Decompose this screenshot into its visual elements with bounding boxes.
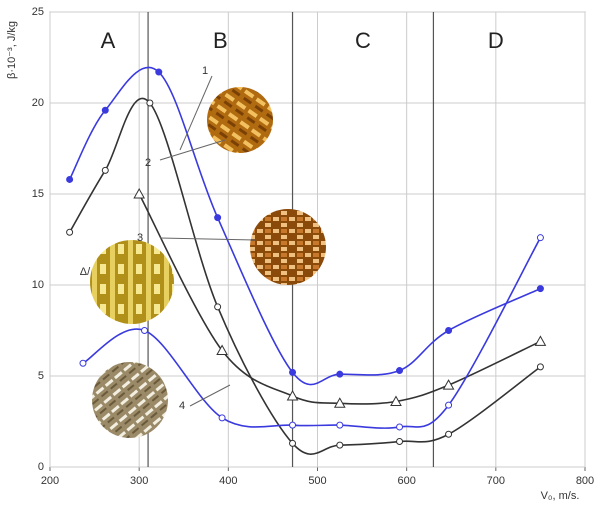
fabric-image [207,87,273,153]
data-point [289,368,297,376]
x-tick-label: 700 [487,475,505,487]
data-point [101,166,109,174]
curve-label: 2 [145,157,151,169]
data-point [214,214,222,222]
fabric-images [90,87,326,438]
x-tick-label: 200 [41,475,59,487]
data-point [101,106,109,114]
data-point [286,389,299,401]
y-tick-label: 15 [32,188,44,200]
fabric-image [250,209,326,285]
data-point [442,379,455,390]
leader-line [159,139,226,161]
y-tick-label: 20 [32,97,44,109]
data-point [536,285,544,293]
data-point [536,234,544,242]
curve-label: 4 [179,400,185,412]
data-point [445,327,453,334]
y-tick-label: 25 [32,6,44,18]
data-point [336,370,344,378]
data-point [445,401,453,409]
fabric-image [92,362,168,438]
region-label: A [101,28,116,53]
x-axis-label: V₀, m/s. [541,490,580,502]
data-point [79,359,87,367]
series-line [68,66,541,386]
leader-line [179,75,213,151]
region-label: D [488,28,504,53]
y-tick-label: 0 [38,461,44,473]
data-point [66,175,74,183]
data-point [66,228,74,236]
region-label: C [355,28,371,53]
annotations: 1 2 3 4 Δ/ [80,65,256,412]
x-tick-label: 400 [219,475,237,487]
curve-label: 3 [137,232,143,244]
data-point [396,367,404,375]
data-point [396,438,404,446]
data-point [336,441,344,449]
curve-label: 1 [202,65,208,77]
data-point [396,423,404,431]
data-point [146,99,154,107]
data-point [133,187,146,199]
x-tick-label: 600 [397,475,415,487]
y-axis-label: β·10⁻³, J/kg [6,21,18,79]
data-point [216,344,228,356]
x-tick-label: 300 [130,475,148,487]
data-point [534,335,547,346]
data-point [390,395,402,406]
data-point [289,439,297,447]
x-tick-label: 800 [576,475,594,487]
x-tick-label: 500 [308,475,326,487]
series-line [82,237,542,429]
plot: 200 300 400 500 600 700 800 0 5 10 15 20 25 A B C D [32,6,594,487]
data-point [141,327,149,334]
data-point [536,363,544,371]
curve-label: Δ/ [80,266,91,278]
series-line [68,97,541,455]
data-point [333,397,346,408]
data-point [214,303,222,311]
data-point [445,430,453,438]
leader-line [189,384,231,407]
fabric-image [90,240,174,324]
data-point [218,414,226,422]
y-tick-label: 10 [32,279,44,291]
data-point [336,421,344,429]
data-point [289,421,297,429]
y-tick-label: 5 [38,370,44,382]
region-label: B [213,28,228,53]
data-point [155,68,163,76]
leader-line [159,237,256,241]
